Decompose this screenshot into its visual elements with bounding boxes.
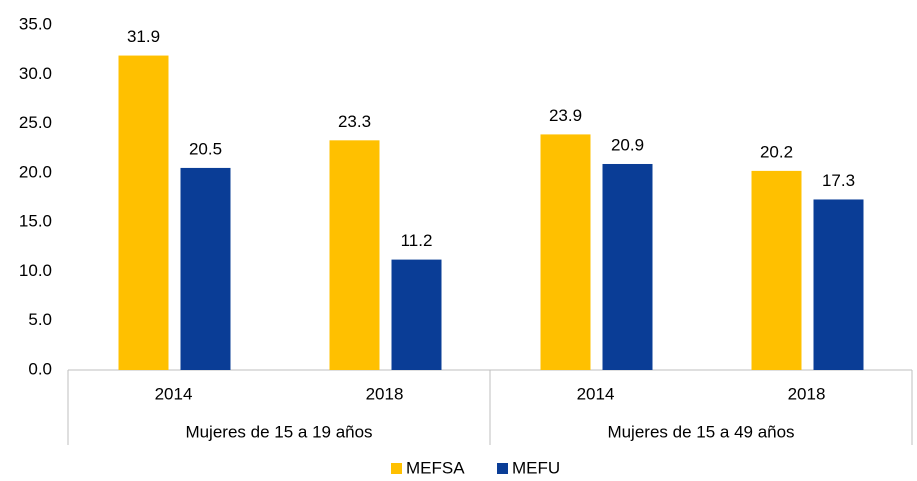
legend-label: MEFSA	[406, 458, 465, 477]
value-label: 17.3	[822, 171, 855, 190]
value-label: 11.2	[401, 231, 433, 250]
legend-swatch	[391, 463, 402, 474]
bar	[329, 140, 380, 370]
y-tick-label: 20.0	[19, 162, 52, 181]
value-label: 23.3	[338, 112, 371, 131]
x-tick-label: 2018	[366, 384, 404, 403]
x-tick-label: 2014	[577, 384, 615, 403]
value-label: 23.9	[549, 106, 582, 125]
value-label: 20.2	[760, 142, 793, 161]
y-tick-label: 35.0	[19, 14, 52, 33]
bar	[118, 55, 169, 371]
y-tick-label: 25.0	[19, 113, 52, 132]
x-tick-label: 2018	[788, 384, 826, 403]
bar	[540, 134, 591, 370]
value-label: 20.9	[611, 135, 644, 154]
legend-label: MEFU	[512, 458, 560, 477]
group-label: Mujeres de 15 a 19 años	[185, 422, 372, 441]
value-label: 31.9	[127, 27, 160, 46]
legend-swatch	[497, 463, 508, 474]
value-label: 20.5	[189, 139, 222, 158]
bar	[180, 167, 231, 370]
y-tick-label: 5.0	[28, 310, 52, 329]
y-tick-label: 15.0	[19, 212, 52, 231]
bar	[602, 163, 653, 370]
group-label: Mujeres de 15 a 49 años	[607, 422, 794, 441]
bar	[391, 259, 442, 370]
y-tick-label: 10.0	[19, 261, 52, 280]
y-tick-label: 0.0	[28, 359, 52, 378]
y-tick-label: 30.0	[19, 64, 52, 83]
bar	[751, 170, 802, 370]
bar	[813, 199, 864, 370]
x-tick-label: 2014	[155, 384, 193, 403]
